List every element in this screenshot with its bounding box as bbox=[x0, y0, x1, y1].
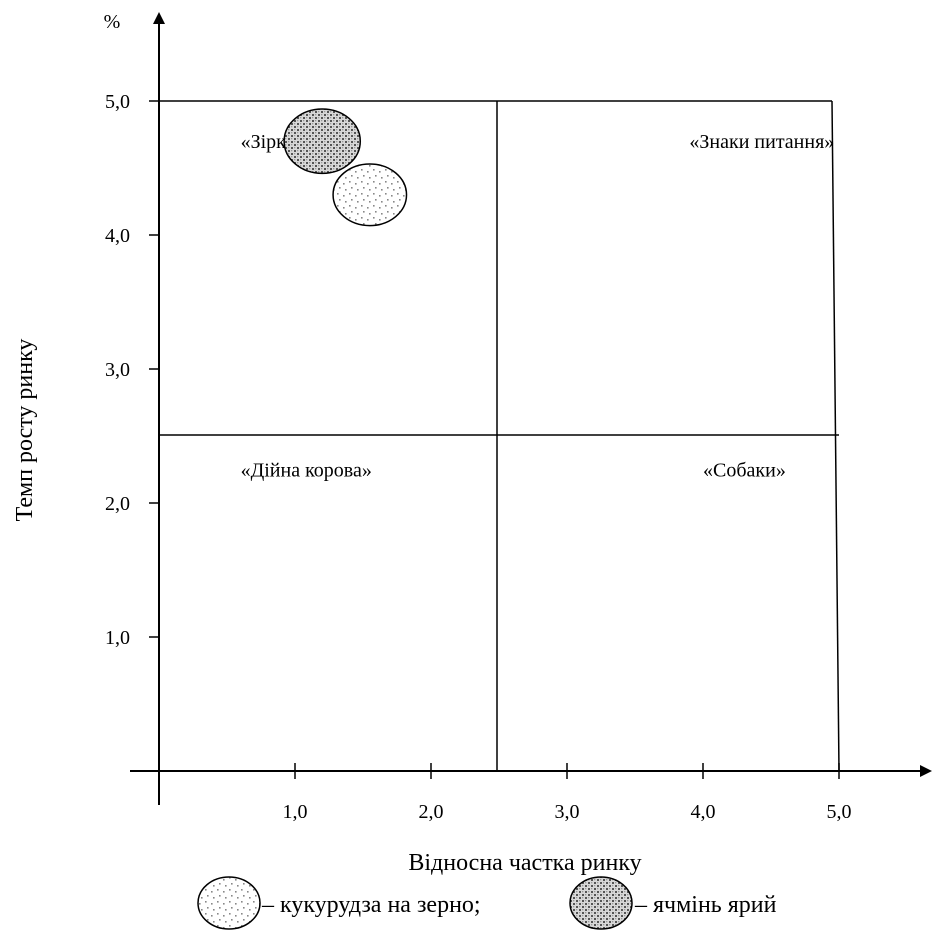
x-tick-label: 1,0 bbox=[283, 801, 308, 823]
legend: – кукурудза на зерно; – ячмінь ярий bbox=[197, 876, 777, 930]
legend-swatch-corn bbox=[197, 876, 261, 930]
quadrant-right-border bbox=[831, 100, 840, 772]
y-axis-unit: % bbox=[104, 11, 121, 33]
y-tick-label: 5,0 bbox=[105, 91, 130, 113]
x-tick-label: 5,0 bbox=[827, 801, 852, 823]
bubble-corn bbox=[332, 163, 408, 227]
y-tick-label: 3,0 bbox=[105, 359, 130, 381]
x-axis-title: Відносна частка ринку bbox=[408, 850, 641, 876]
bubbles-layer bbox=[283, 108, 408, 227]
legend-label-corn: – кукурудза на зерно; bbox=[261, 892, 481, 918]
legend-swatch-barley bbox=[569, 876, 633, 930]
y-tick-label: 2,0 bbox=[105, 493, 130, 515]
legend-label-barley: – ячмінь ярий bbox=[634, 892, 777, 918]
quadrant-labels: «Зірки» «Знаки питання»«Дійна корова» «Соб… bbox=[241, 131, 835, 481]
quadrant-label-dogs: «Собаки» bbox=[703, 460, 786, 482]
y-axis-title: Темп росту ринку bbox=[12, 339, 38, 522]
bubble-barley bbox=[283, 108, 362, 175]
y-tick-label: 4,0 bbox=[105, 225, 130, 247]
quadrant-label-cash-cow: «Дійна корова» bbox=[241, 460, 372, 482]
x-tick-label: 3,0 bbox=[555, 801, 580, 823]
x-tick-label: 4,0 bbox=[691, 801, 716, 823]
x-tick-label: 2,0 bbox=[419, 801, 444, 823]
quadrant-label-question-marks: «Знаки питання» bbox=[689, 131, 834, 153]
y-tick-label: 1,0 bbox=[105, 627, 130, 649]
ticks-layer: 1,0 2,0 3,0 4,0 5,0 1,0 2,0 3,0 4,0 5,0 bbox=[105, 91, 852, 823]
